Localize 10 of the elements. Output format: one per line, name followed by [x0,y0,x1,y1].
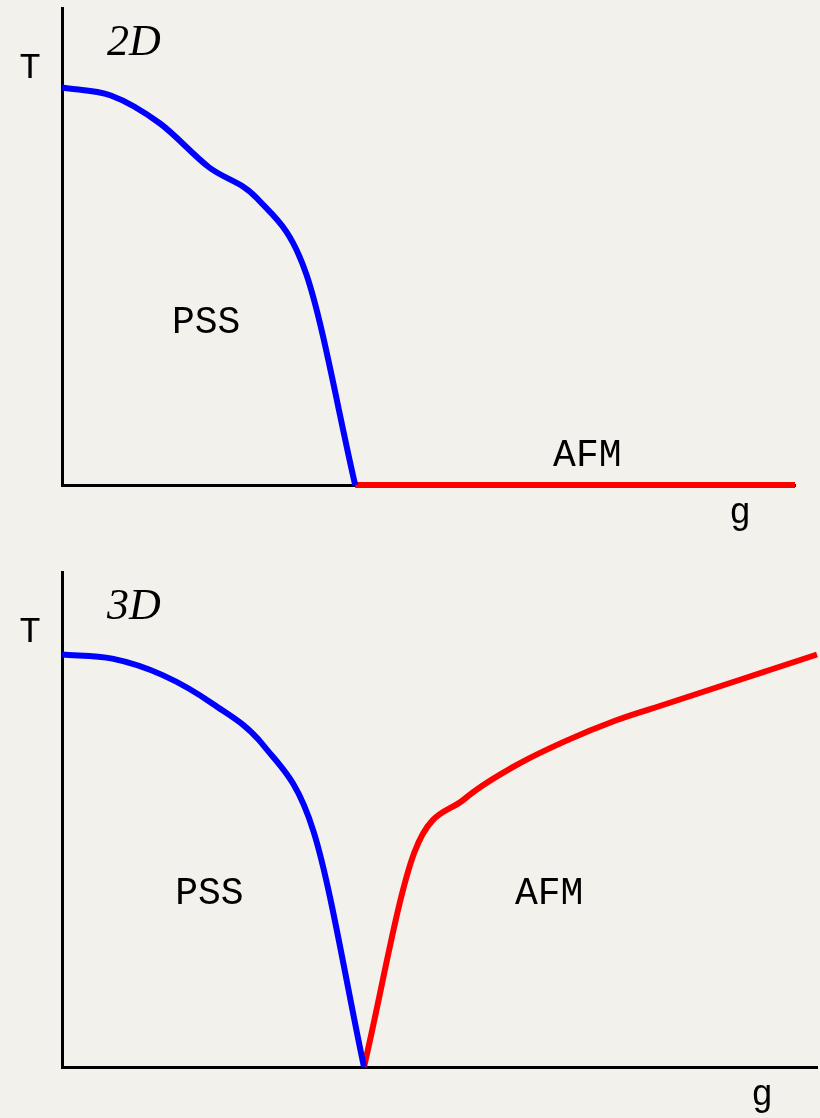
chart-title: 2D [107,15,161,65]
x-axis-title: g [751,1074,773,1116]
annotation: AFM [553,434,622,478]
annotation: AFM [515,871,584,915]
chart-title: 3D [106,579,161,629]
annotation: PSS [175,871,244,915]
annotation: PSS [171,300,241,344]
x-axis-title: g [729,492,751,534]
y-axis-title: T [19,611,41,653]
y-axis-title: T [19,47,41,89]
